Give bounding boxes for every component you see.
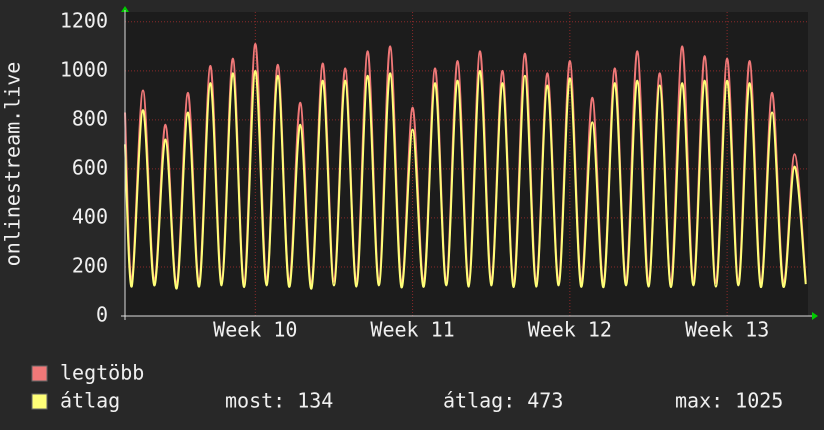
y-tick-label: 800 — [72, 106, 108, 130]
y-tick-label: 600 — [72, 155, 108, 179]
stat-label: most: — [225, 389, 285, 413]
y-axis-label: onlinestream.live — [1, 62, 25, 267]
axis-arrow — [121, 6, 129, 12]
x-tick-label: Week 12 — [528, 318, 612, 342]
legend-label: átlag — [60, 389, 120, 413]
legend-swatch — [31, 393, 48, 410]
x-tick-label: Week 13 — [685, 318, 769, 342]
stat-label: átlag: — [443, 389, 515, 413]
y-tick-label: 1200 — [60, 8, 108, 32]
stat-value: 473 — [527, 389, 563, 413]
stat-label: max: — [675, 389, 723, 413]
stat-value: 1025 — [735, 389, 783, 413]
x-tick-label: Week 11 — [370, 318, 454, 342]
y-tick-label: 200 — [72, 253, 108, 277]
y-tick-label: 0 — [96, 303, 108, 327]
y-tick-label: 1000 — [60, 57, 108, 81]
series-line — [124, 69, 807, 290]
axis-arrow — [812, 312, 818, 320]
y-tick-label: 400 — [72, 204, 108, 228]
legend-label: legtöbb — [60, 361, 144, 385]
stat-value: 134 — [297, 389, 333, 413]
x-tick-label: Week 10 — [213, 318, 297, 342]
legend-swatch — [31, 365, 48, 382]
